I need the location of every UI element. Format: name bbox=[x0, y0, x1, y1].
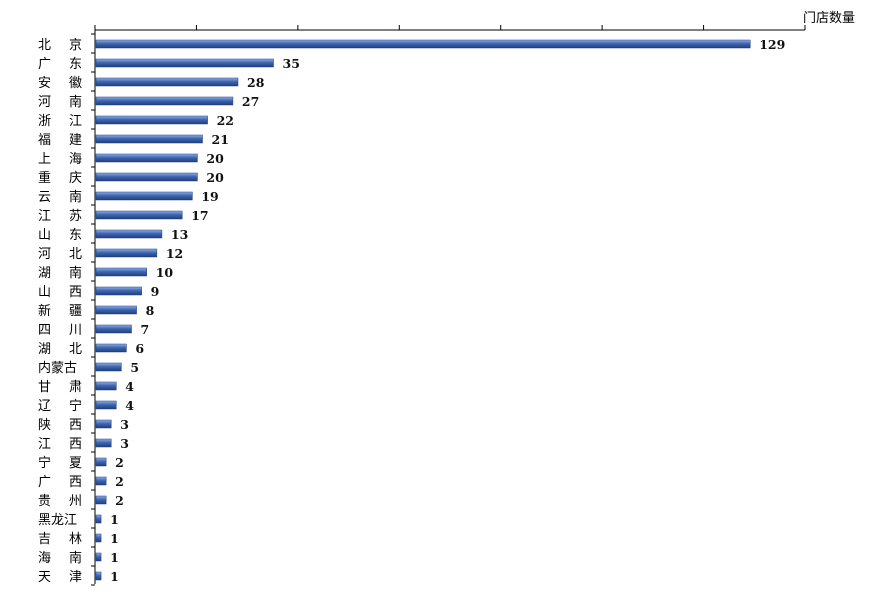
bar bbox=[95, 77, 239, 87]
category-label: 江西 bbox=[38, 437, 82, 452]
value-label: 20 bbox=[206, 170, 224, 185]
category-label: 四川 bbox=[38, 323, 82, 338]
value-label: 22 bbox=[217, 113, 234, 128]
bar bbox=[95, 362, 122, 372]
bar bbox=[95, 39, 751, 49]
value-label: 4 bbox=[125, 379, 134, 394]
bar bbox=[95, 96, 234, 106]
bar bbox=[95, 571, 102, 581]
category-label: 黑龙江 bbox=[38, 513, 77, 528]
category-label: 北京 bbox=[38, 38, 82, 53]
value-label: 35 bbox=[283, 56, 300, 71]
category-label: 重庆 bbox=[38, 170, 82, 186]
bar bbox=[95, 324, 132, 334]
category-label: 安徽 bbox=[38, 76, 82, 91]
category-label: 甘肃 bbox=[38, 380, 82, 395]
value-label: 12 bbox=[166, 246, 183, 261]
axis-title: 门店数量 bbox=[803, 11, 855, 26]
bar bbox=[95, 210, 183, 220]
value-label: 8 bbox=[146, 303, 155, 318]
bar bbox=[95, 419, 112, 429]
value-label: 3 bbox=[120, 436, 129, 451]
bar bbox=[95, 514, 102, 524]
bar bbox=[95, 229, 163, 239]
value-label: 17 bbox=[191, 208, 208, 223]
bar bbox=[95, 381, 117, 391]
bar bbox=[95, 476, 107, 486]
bar bbox=[95, 172, 198, 182]
bar bbox=[95, 438, 112, 448]
bar-layer bbox=[95, 39, 751, 581]
bar bbox=[95, 267, 147, 277]
category-label: 山东 bbox=[38, 228, 82, 243]
category-label: 贵州 bbox=[38, 494, 82, 509]
value-label: 4 bbox=[125, 398, 134, 413]
category-label: 新疆 bbox=[38, 303, 82, 319]
value-label: 1 bbox=[110, 512, 119, 527]
bar bbox=[95, 457, 107, 467]
bar bbox=[95, 153, 198, 163]
bar bbox=[95, 286, 142, 296]
category-label: 浙江 bbox=[38, 114, 82, 129]
value-label: 2 bbox=[115, 474, 124, 489]
value-label: 9 bbox=[151, 284, 160, 299]
bar bbox=[95, 305, 137, 315]
category-label: 陕西 bbox=[38, 418, 82, 433]
category-label: 河北 bbox=[38, 247, 82, 262]
category-label: 海南 bbox=[38, 550, 82, 566]
value-label: 19 bbox=[201, 189, 218, 204]
category-label: 江苏 bbox=[38, 208, 82, 224]
category-label: 辽宁 bbox=[38, 398, 82, 414]
bar bbox=[95, 533, 102, 543]
bar bbox=[95, 58, 274, 68]
bar bbox=[95, 495, 107, 505]
axis-layer bbox=[91, 25, 806, 586]
value-label: 7 bbox=[141, 322, 150, 337]
category-label: 天津 bbox=[38, 570, 82, 585]
value-label: 13 bbox=[171, 227, 188, 242]
bar bbox=[95, 191, 193, 201]
bar bbox=[95, 115, 208, 125]
category-label: 上海 bbox=[38, 152, 82, 167]
value-label: 20 bbox=[206, 151, 224, 166]
category-label: 内蒙古 bbox=[38, 360, 77, 376]
value-label: 5 bbox=[130, 360, 139, 375]
bar bbox=[95, 400, 117, 410]
bar bbox=[95, 552, 102, 562]
category-label: 云南 bbox=[38, 189, 82, 205]
value-label: 1 bbox=[110, 531, 119, 546]
value-label: 28 bbox=[247, 75, 265, 90]
value-label: 129 bbox=[759, 37, 785, 52]
value-label: 1 bbox=[110, 569, 119, 584]
category-label: 广东 bbox=[38, 57, 82, 72]
category-label: 广西 bbox=[38, 475, 82, 490]
category-label: 吉林 bbox=[38, 532, 82, 547]
category-label: 湖北 bbox=[38, 342, 82, 357]
category-label: 宁夏 bbox=[38, 455, 82, 471]
value-label: 2 bbox=[115, 455, 124, 470]
bar bbox=[95, 343, 127, 353]
category-label: 山西 bbox=[38, 285, 82, 300]
value-label: 27 bbox=[242, 94, 259, 109]
value-label: 6 bbox=[135, 341, 144, 356]
bar bbox=[95, 248, 158, 258]
value-label: 2 bbox=[115, 493, 124, 508]
value-label: 10 bbox=[156, 265, 174, 280]
category-label: 福建 bbox=[38, 133, 82, 148]
category-label: 河南 bbox=[38, 94, 82, 110]
bar bbox=[95, 134, 203, 144]
category-label: 湖南 bbox=[38, 265, 82, 281]
value-label: 1 bbox=[110, 550, 119, 565]
value-label: 3 bbox=[120, 417, 129, 432]
value-label: 21 bbox=[212, 132, 229, 147]
